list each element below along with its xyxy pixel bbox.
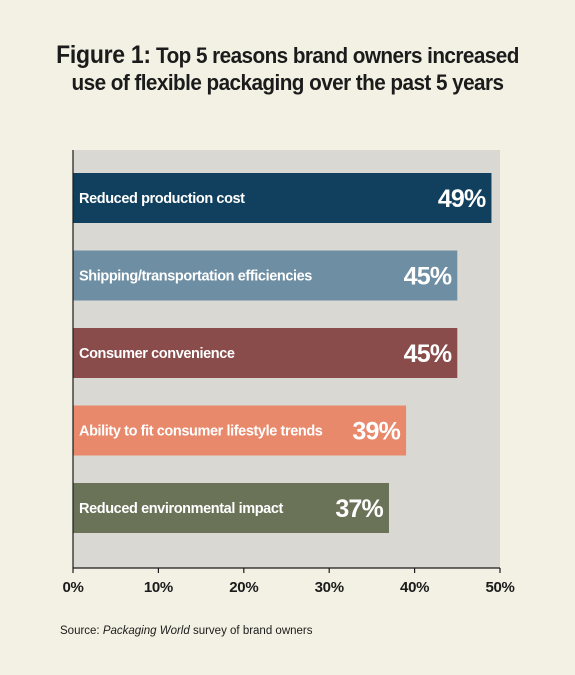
bar-group: Reduced production cost 49% (73, 173, 492, 223)
x-tick-label: 0% (62, 579, 83, 596)
bar-category-label: Ability to fit consumer lifestyle trends (79, 424, 323, 440)
bar-group: Shipping/transportation efficiencies 45% (73, 250, 458, 301)
bar-value-label: 39% (352, 418, 400, 446)
x-tick-label: 30% (315, 579, 344, 596)
bar-category-label: Reduced environmental impact (79, 501, 284, 517)
bar (73, 250, 458, 301)
bar-category-label: Shipping/transportation efficiencies (79, 269, 312, 285)
chart-title-line-2: use of flexible packaging over the past … (71, 70, 504, 95)
bar-value-label: 49% (438, 185, 486, 213)
x-tick-label: 50% (485, 579, 514, 596)
bar (73, 328, 458, 378)
bar-category-label: Reduced production cost (79, 191, 245, 207)
bar (73, 483, 389, 533)
bar-category-label: Consumer convenience (79, 346, 235, 362)
bar-group: Ability to fit consumer lifestyle trends… (73, 405, 407, 456)
source-rest: survey of brand owners (189, 625, 313, 637)
bar (73, 173, 492, 223)
bar (73, 405, 407, 456)
chart-title: Figure 1: Top 5 reasons brand owners inc… (23, 42, 552, 96)
x-tick-label: 20% (229, 579, 258, 596)
bar-value-label: 37% (335, 495, 383, 523)
x-tick-label: 10% (144, 579, 173, 596)
bar-value-label: 45% (404, 340, 452, 368)
source-label: Source: (60, 625, 103, 637)
bar-value-label: 45% (404, 263, 452, 291)
bar-group: Consumer convenience 45% (73, 328, 458, 378)
x-tick-label: 40% (400, 579, 429, 596)
source-note: Source: Packaging World survey of brand … (60, 625, 313, 637)
chart-title-text-1: Top 5 reasons brand owners increased (150, 43, 519, 68)
source-publication: Packaging World (102, 625, 190, 637)
figure-label: Figure 1: (56, 41, 151, 69)
chart-title-line-1: Figure 1: Top 5 reasons brand owners inc… (23, 42, 552, 69)
bar-group: Reduced environmental impact 37% (73, 483, 389, 533)
